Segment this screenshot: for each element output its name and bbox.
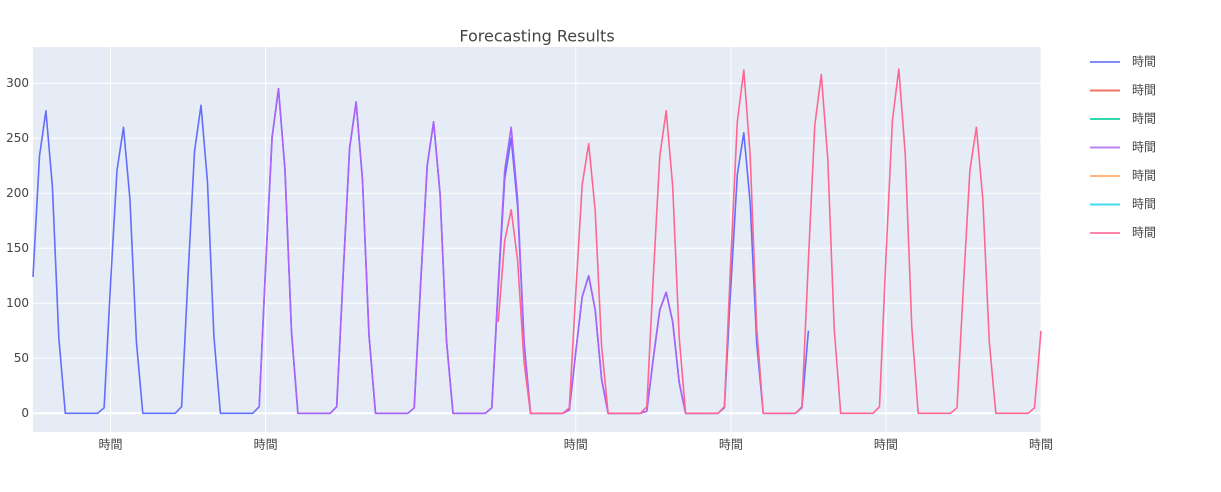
y-tick-label: 0	[21, 406, 29, 420]
legend-label: 時間	[1132, 83, 1156, 97]
chart-title: Forecasting Results	[459, 27, 614, 46]
x-tick-label: 時間	[99, 438, 123, 452]
y-tick-label: 100	[6, 296, 29, 310]
series-line	[497, 68, 1042, 415]
plot-area	[33, 47, 1041, 432]
x-tick-label: 時間	[564, 438, 588, 452]
legend-label: 時間	[1132, 112, 1156, 126]
y-tick-label: 50	[14, 351, 29, 365]
x-tick-label: 時間	[1029, 438, 1053, 452]
x-tick-label: 時間	[719, 438, 743, 452]
legend-label: 時間	[1132, 55, 1156, 69]
legend-label: 時間	[1132, 140, 1156, 154]
legend-label: 時間	[1132, 197, 1156, 211]
legend-label: 時間	[1132, 226, 1156, 240]
x-tick-label: 時間	[874, 438, 898, 452]
y-tick-label: 300	[6, 76, 29, 90]
y-tick-label: 200	[6, 186, 29, 200]
y-tick-label: 150	[6, 241, 29, 255]
legend-label: 時間	[1132, 169, 1156, 183]
y-tick-label: 250	[6, 131, 29, 145]
x-tick-label: 時間	[254, 438, 278, 452]
